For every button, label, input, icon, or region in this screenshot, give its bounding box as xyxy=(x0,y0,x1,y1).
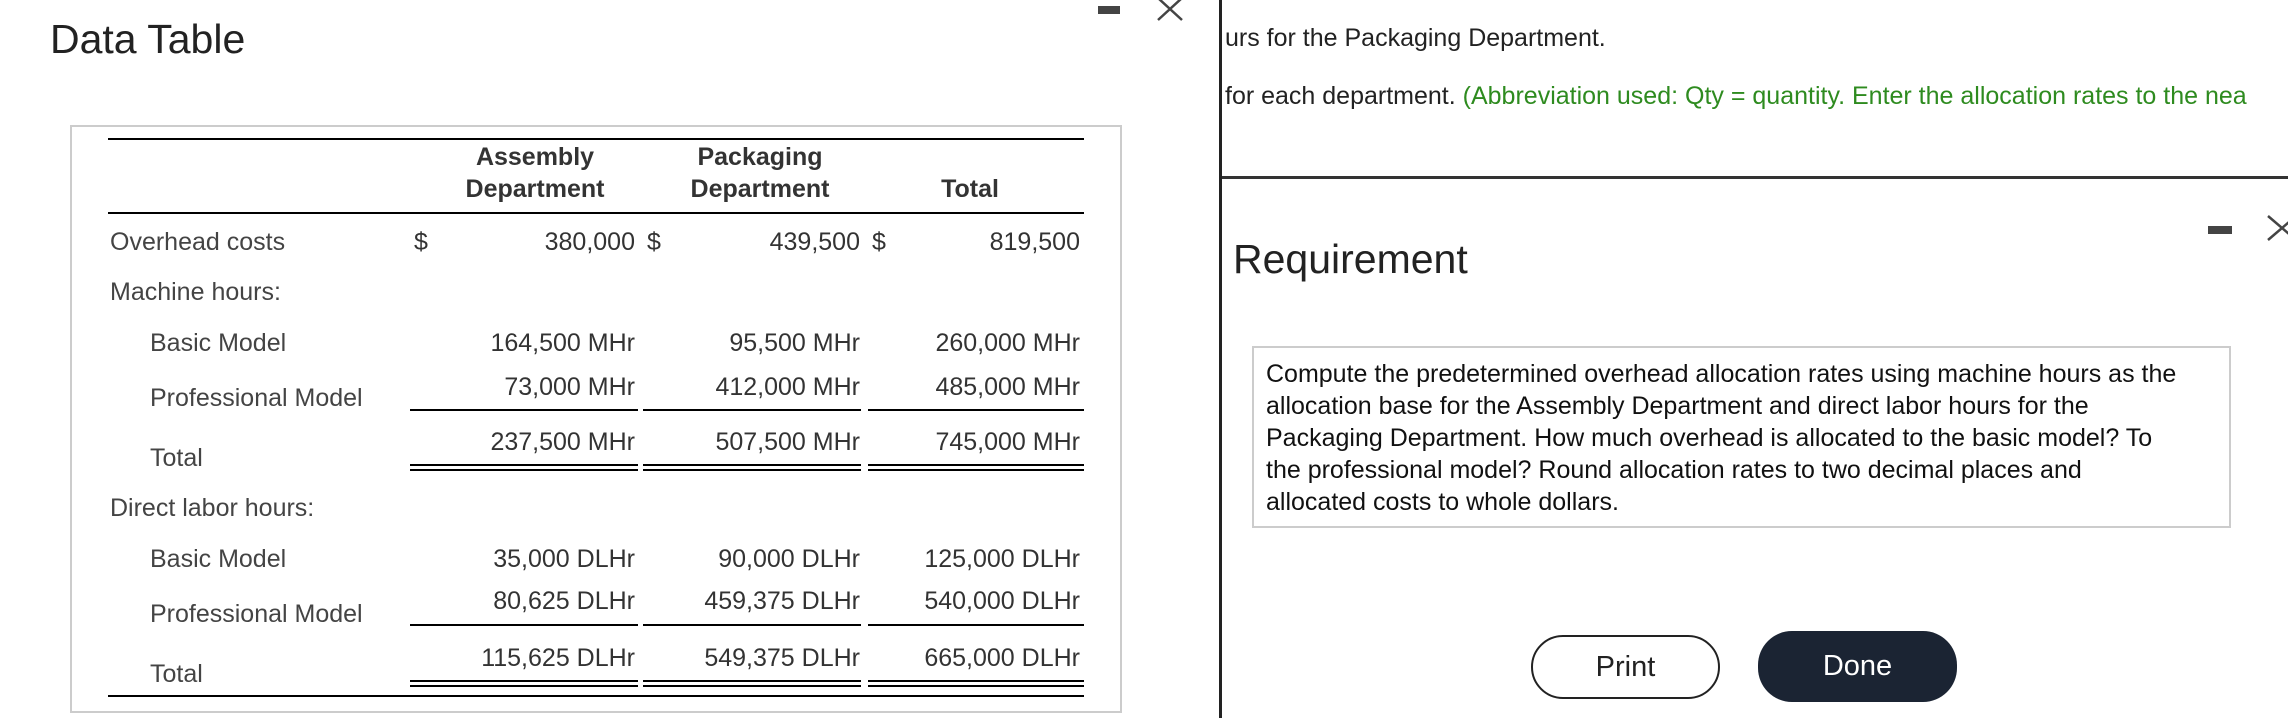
column-header: Department xyxy=(465,175,605,203)
requirement-line: Packaging Department. How much overhead … xyxy=(1266,424,2153,452)
column-header: Packaging xyxy=(697,143,823,171)
print-button[interactable]: Print xyxy=(1531,635,1720,699)
row-label: Machine hours: xyxy=(110,278,281,306)
row-label: Total xyxy=(150,444,203,472)
cell: 380,000 xyxy=(544,228,635,256)
cell: 260,000 MHr xyxy=(935,329,1080,357)
cell: 540,000 DLHr xyxy=(924,587,1080,615)
row-label: Overhead costs xyxy=(110,228,286,256)
row-label: Basic Model xyxy=(150,329,287,357)
currency: $ xyxy=(647,228,661,256)
cell: 125,000 DLHr xyxy=(924,545,1080,573)
rule xyxy=(643,685,861,687)
cell: 73,000 MHr xyxy=(504,373,635,401)
rule xyxy=(108,138,1084,140)
cell: 485,000 MHr xyxy=(935,373,1080,401)
requirement-line: allocated costs to whole dollars. xyxy=(1266,488,1619,516)
cell: 745,000 MHr xyxy=(935,428,1080,456)
rule xyxy=(868,464,1084,466)
row-label: Professional Model xyxy=(150,600,363,628)
table-frame xyxy=(70,125,1122,713)
cell: 80,625 DLHr xyxy=(493,587,635,615)
row-label: Professional Model xyxy=(150,384,363,412)
column-header: Assembly xyxy=(475,143,595,171)
rule xyxy=(108,212,1084,214)
rule xyxy=(643,680,861,682)
rule xyxy=(410,685,638,687)
rule xyxy=(868,469,1084,471)
close-icon[interactable] xyxy=(2266,212,2288,242)
cell: 412,000 MHr xyxy=(715,373,860,401)
column-header: Total xyxy=(941,175,999,203)
rule xyxy=(410,409,638,411)
instruction-text: for each department. (Abbreviation used:… xyxy=(1225,82,2247,111)
cell: 439,500 xyxy=(769,228,860,256)
divider xyxy=(1219,0,1222,718)
rule xyxy=(643,624,861,626)
cell: 35,000 DLHr xyxy=(493,545,635,573)
requirement-line: the professional model? Round allocation… xyxy=(1266,456,2082,484)
rule xyxy=(643,409,861,411)
rule xyxy=(643,464,861,466)
cell: 90,000 DLHr xyxy=(718,545,860,573)
separator xyxy=(1222,176,2288,179)
rule xyxy=(410,464,638,466)
rule xyxy=(410,680,638,682)
requirement-line: allocation base for the Assembly Departm… xyxy=(1266,392,2089,420)
rule xyxy=(868,409,1084,411)
minimize-icon[interactable] xyxy=(2208,226,2232,234)
requirement-box: Compute the predetermined overhead alloc… xyxy=(1252,346,2231,528)
rule xyxy=(108,695,1084,697)
cell: 549,375 DLHr xyxy=(704,644,860,672)
instruction-text: for each department. xyxy=(1225,82,1456,110)
cell: 507,500 MHr xyxy=(715,428,860,456)
row-label: Total xyxy=(150,660,203,688)
currency: $ xyxy=(414,228,428,256)
currency: $ xyxy=(872,228,886,256)
cell: 459,375 DLHr xyxy=(704,587,860,615)
rule xyxy=(410,624,638,626)
row-label: Direct labor hours: xyxy=(110,494,315,522)
requirement-line: Compute the predetermined overhead alloc… xyxy=(1266,360,2177,388)
rule xyxy=(868,624,1084,626)
hint-text: (Abbreviation used: Qty = quantity. Ente… xyxy=(1462,82,2247,110)
cell: 115,625 DLHr xyxy=(481,644,635,672)
column-header: Department xyxy=(690,175,830,203)
rule xyxy=(643,469,861,471)
cell: 95,500 MHr xyxy=(729,329,860,357)
rule xyxy=(868,685,1084,687)
title: Data Table xyxy=(50,16,246,62)
done-button[interactable]: Done xyxy=(1758,631,1957,702)
instruction-text: urs for the Packaging Department. xyxy=(1225,24,1606,52)
heading: Requirement xyxy=(1233,236,1468,282)
cell: 237,500 MHr xyxy=(490,428,635,456)
rule xyxy=(868,680,1084,682)
minimize-icon[interactable] xyxy=(1098,6,1120,14)
rule xyxy=(410,469,638,471)
cell: 665,000 DLHr xyxy=(924,644,1080,672)
cell: 819,500 xyxy=(989,228,1080,256)
close-icon[interactable] xyxy=(1156,0,1186,24)
cell: 164,500 MHr xyxy=(490,329,635,357)
row-label: Basic Model xyxy=(150,545,287,573)
